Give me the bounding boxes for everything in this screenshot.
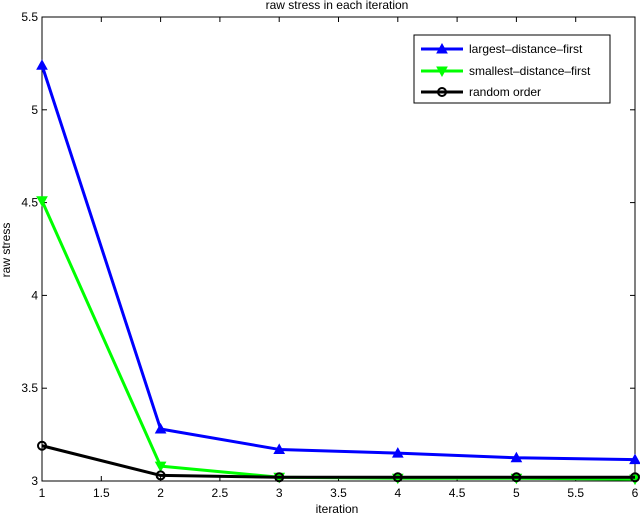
legend-marker [436, 42, 448, 54]
data-point [154, 461, 167, 473]
x-tick-label: 3 [276, 486, 283, 500]
series-line [40, 64, 636, 462]
x-axis-title: iteration [316, 502, 359, 516]
data-point [392, 472, 403, 483]
legend-marker [437, 87, 447, 97]
data-point [155, 470, 166, 481]
legend-label: random order [469, 85, 541, 99]
legend-marker [436, 66, 448, 78]
x-tick-label: 3.5 [330, 486, 347, 500]
data-point [274, 472, 285, 483]
axis-ticks: 1 1.5 2 2.5 3 3.5 4 4.5 5 5.5 6 3 3.5 4 4.5 5 5.5 [21, 10, 638, 500]
x-tick-label: 1 [39, 486, 46, 500]
x-tick-label: 4 [394, 486, 401, 500]
y-tick-label: 3.5 [21, 381, 38, 395]
data-point [36, 59, 48, 70]
legend-item: smallest–distance–first [421, 64, 591, 78]
series-group [36, 59, 640, 465]
y-tick-label: 5.5 [21, 10, 38, 24]
x-tick-label: 1.5 [93, 486, 110, 500]
series-layer [36, 59, 640, 486]
y-tick-label: 3 [31, 474, 38, 488]
series-group [37, 440, 640, 483]
data-point [510, 451, 523, 463]
x-tick-label: 5.5 [567, 486, 584, 500]
data-point [630, 472, 640, 483]
legend-label: smallest–distance–first [469, 64, 591, 78]
x-tick-label: 2 [157, 486, 164, 500]
data-point [511, 472, 522, 483]
data-point [37, 440, 47, 451]
legend-item: largest–distance–first [421, 42, 583, 56]
legend-label: largest–distance–first [469, 42, 583, 56]
chart-title: raw stress in each iteration [266, 0, 409, 12]
y-tick-label: 4.5 [21, 196, 38, 210]
x-tick-label: 6 [632, 486, 639, 500]
y-tick-label: 5 [31, 103, 38, 117]
x-tick-label: 5 [513, 486, 520, 500]
data-point [273, 443, 286, 454]
legend-item: random order [421, 85, 541, 99]
data-point [391, 447, 404, 458]
x-tick-label: 4.5 [449, 486, 466, 500]
data-point [36, 196, 48, 207]
y-tick-label: 4 [31, 288, 38, 302]
legend: largest–distance–first smallest–distance–… [413, 34, 611, 104]
x-tick-label: 2.5 [212, 486, 229, 500]
data-point [629, 453, 640, 465]
series-line [41, 444, 635, 479]
y-axis-title: raw stress [0, 223, 13, 278]
data-point [154, 423, 167, 434]
